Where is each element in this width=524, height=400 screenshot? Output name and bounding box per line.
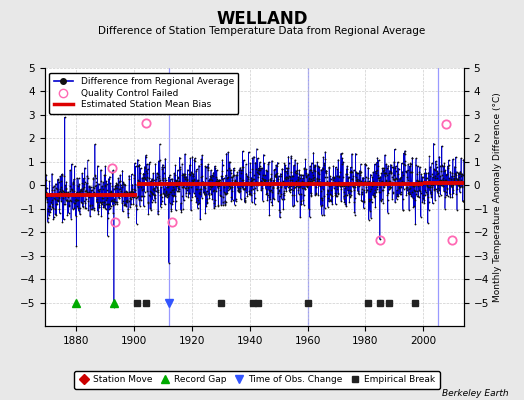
Text: Berkeley Earth: Berkeley Earth xyxy=(442,389,508,398)
Y-axis label: Monthly Temperature Anomaly Difference (°C): Monthly Temperature Anomaly Difference (… xyxy=(493,92,502,302)
Legend: Station Move, Record Gap, Time of Obs. Change, Empirical Break: Station Move, Record Gap, Time of Obs. C… xyxy=(74,371,440,389)
Text: Difference of Station Temperature Data from Regional Average: Difference of Station Temperature Data f… xyxy=(99,26,425,36)
Text: WELLAND: WELLAND xyxy=(216,10,308,28)
Legend: Difference from Regional Average, Quality Control Failed, Estimated Station Mean: Difference from Regional Average, Qualit… xyxy=(49,72,238,114)
